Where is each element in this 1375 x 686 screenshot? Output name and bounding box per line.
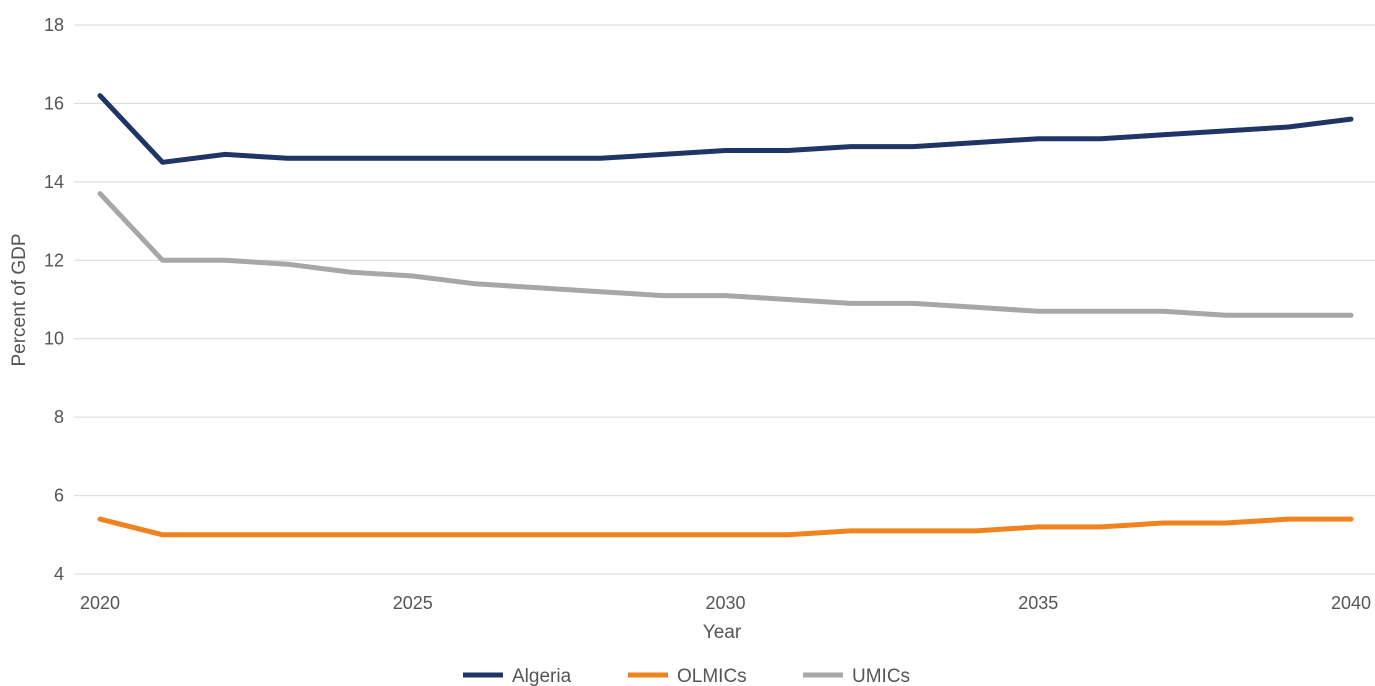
data-point-algeria [974, 141, 977, 144]
data-point-algeria [1099, 137, 1103, 140]
data-point-umics [161, 259, 164, 262]
data-point-olmics [661, 533, 665, 536]
data-point-algeria [849, 145, 852, 148]
data-point-olmics [411, 533, 414, 536]
data-point-olmics [161, 533, 164, 536]
data-point-olmics [536, 533, 540, 536]
data-point-umics [661, 294, 665, 297]
series-line-algeria [97, 93, 1354, 165]
data-point-umics [849, 302, 852, 305]
data-point-umics [1349, 313, 1353, 317]
x-tick-label: 2020 [80, 593, 120, 613]
x-tick-label: 2040 [1331, 593, 1371, 613]
data-point-algeria [1287, 125, 1290, 129]
data-point-algeria [411, 157, 414, 160]
data-point-olmics [474, 533, 477, 536]
data-point-olmics [1349, 517, 1353, 521]
data-point-algeria [223, 153, 227, 156]
x-axis-ticks: 2020 2025 2030 2035 2040 [80, 593, 1371, 613]
y-tick-label: 4 [54, 564, 64, 584]
data-point-olmics [286, 533, 289, 536]
legend-label-umics: UMICs [852, 666, 910, 686]
data-point-olmics [1224, 521, 1228, 525]
data-point-olmics [786, 533, 790, 536]
data-point-algeria [1349, 117, 1353, 121]
y-axis-ticks: 4 6 8 10 12 14 16 18 [44, 15, 64, 584]
data-point-algeria [911, 145, 915, 148]
y-tick-label: 10 [44, 329, 64, 349]
legend-label-olmics: OLMICs [677, 666, 747, 686]
legend-label-algeria: Algeria [512, 666, 572, 686]
data-point-algeria [161, 161, 164, 164]
data-point-umics [1162, 310, 1165, 313]
y-tick-label: 14 [44, 172, 64, 192]
data-point-umics [974, 306, 977, 309]
data-point-olmics [1037, 525, 1040, 529]
data-point-umics [223, 259, 227, 262]
data-point-algeria [286, 157, 289, 160]
data-point-umics [536, 286, 540, 289]
series-lines [97, 93, 1354, 538]
data-point-olmics [1162, 521, 1165, 525]
data-point-olmics [724, 533, 727, 536]
data-point-olmics [849, 529, 852, 533]
y-axis-title: Percent of GDP [9, 233, 30, 366]
data-point-algeria [98, 94, 102, 97]
data-point-algeria [599, 157, 602, 160]
data-point-umics [98, 192, 102, 195]
gridlines [74, 24, 1375, 575]
x-tick-label: 2030 [705, 593, 745, 613]
data-point-olmics [911, 529, 915, 533]
x-tick-label: 2035 [1018, 593, 1058, 613]
data-point-umics [599, 290, 602, 293]
y-tick-label: 6 [54, 486, 64, 506]
series-line-olmics [97, 516, 1354, 538]
y-tick-label: 16 [44, 93, 64, 113]
data-point-umics [286, 263, 289, 266]
data-point-algeria [1224, 129, 1228, 133]
data-point-olmics [223, 533, 227, 536]
data-point-umics [911, 302, 915, 305]
series-line-umics [97, 191, 1354, 318]
data-point-umics [411, 274, 414, 278]
data-point-algeria [474, 157, 477, 160]
data-point-olmics [1287, 517, 1290, 521]
data-point-umics [786, 298, 790, 301]
data-point-umics [474, 282, 477, 286]
data-point-olmics [974, 529, 977, 533]
data-point-umics [724, 294, 727, 297]
data-point-algeria [349, 157, 352, 160]
data-point-umics [349, 270, 352, 274]
data-point-algeria [536, 157, 540, 160]
data-point-algeria [724, 149, 727, 152]
data-point-algeria [786, 149, 790, 152]
y-tick-label: 8 [54, 407, 64, 427]
y-tick-label: 18 [44, 15, 64, 35]
data-point-umics [1224, 313, 1228, 317]
data-point-algeria [1162, 133, 1165, 136]
y-tick-label: 12 [44, 250, 64, 270]
data-point-olmics [349, 533, 352, 536]
legend: Algeria OLMICs UMICs [463, 666, 910, 686]
data-point-algeria [661, 153, 665, 156]
x-tick-label: 2025 [393, 593, 433, 613]
data-point-olmics [98, 517, 102, 521]
x-axis-title: Year [703, 622, 742, 643]
data-point-umics [1099, 310, 1103, 313]
data-point-olmics [599, 533, 602, 536]
data-point-algeria [1037, 137, 1040, 140]
data-point-olmics [1099, 525, 1103, 529]
data-point-umics [1037, 310, 1040, 313]
data-point-umics [1287, 313, 1290, 317]
